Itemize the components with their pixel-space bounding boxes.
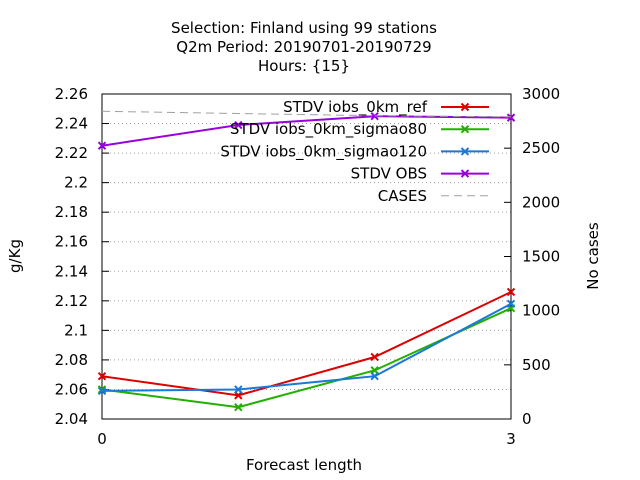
y-axis-label: g/Kg [6,239,24,273]
legend-label-0: STDV iobs_0km_ref [283,98,428,117]
y-tick-label: 2.08 [55,351,88,369]
series-point-2 [97,386,107,396]
y2-tick-label: 500 [522,356,551,374]
legend-marker-1 [460,124,470,134]
chart-title-line-3: Hours: {15} [258,57,350,75]
legend-label-1: STDV iobs_0km_sigmao80 [230,120,427,139]
legend-marker-3 [460,169,470,178]
series-point-3 [97,141,107,150]
y2-tick-label: 2500 [522,139,560,157]
legend-label-4: CASES [378,187,427,205]
y-axis-ticks: 2.04 2.06 2.08 2.1 2.12 2.14 2.16 2.18 2.2 2.22 2.… [55,85,109,428]
legend-label-3: STDV OBS [351,165,427,183]
y-tick-label: 2.12 [55,292,88,310]
y2-tick-label: 3000 [522,85,560,103]
y-tick-label: 2.04 [55,410,88,428]
chart-title-line-1: Selection: Finland using 99 stations [171,19,437,37]
legend-marker-2 [460,147,470,156]
x-axis-label: Forecast length [246,456,362,474]
series-line-0 [101,291,512,397]
y-tick-label: 2.14 [55,262,88,280]
y2-axis-label: No cases [584,222,602,290]
series-line-2 [101,302,512,392]
legend-label-2: STDV iobs_0km_sigmao120 [220,142,427,161]
series-point-0 [97,371,107,381]
y-tick-label: 2.1 [64,321,88,339]
series-point-3 [506,113,516,122]
x-tick-label: 0 [97,430,107,448]
grid [102,123,511,390]
legend: STDV iobs_0km_ref STDV iobs_0km_sigmao80 S… [220,98,489,205]
y-tick-label: 2.24 [55,115,88,133]
y2-tick-label: 0 [522,410,532,428]
y-tick-label: 2.26 [55,85,88,103]
y2-tick-label: 2000 [522,193,560,211]
y-tick-label: 2.2 [64,174,88,192]
series-point-2 [234,385,243,394]
series-point-0 [370,352,379,362]
series-point-2 [506,299,516,308]
y-tick-label: 2.16 [55,233,88,251]
chart-title-line-2: Q2m Period: 20190701-20190729 [176,38,431,56]
y2-tick-label: 1500 [522,248,560,266]
y2-axis-ticks: 0 500 1000 1500 2000 2500 3000 [504,85,560,428]
y2-tick-label: 1000 [522,302,560,320]
series-line-1 [101,307,512,409]
y-tick-label: 2.06 [55,380,88,398]
series-point-3 [370,111,379,121]
series-point-0 [506,287,516,297]
series-group [97,110,516,412]
y-tick-label: 2.18 [55,203,88,221]
series-point-1 [234,402,243,412]
series-point-2 [370,371,379,381]
legend-marker-0 [460,102,470,112]
x-tick-label: 3 [506,430,516,448]
series-line-4 [101,110,512,118]
y-tick-label: 2.22 [55,144,88,162]
series-point-3 [234,120,243,130]
series-line-3 [101,115,512,147]
